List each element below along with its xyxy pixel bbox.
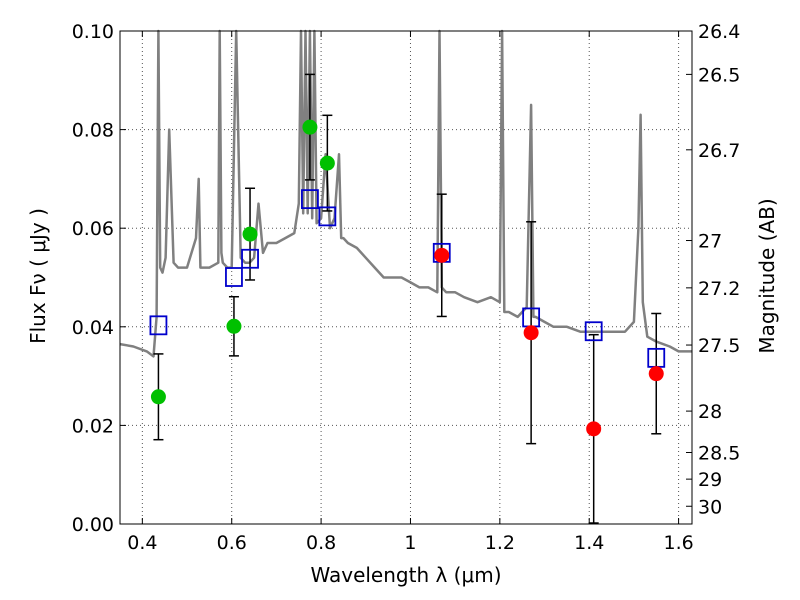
y-axis-label: Flux Fν ( μJy ) xyxy=(26,208,50,344)
green-data-point xyxy=(319,155,335,171)
green-data-point xyxy=(150,389,166,405)
model-square-marker xyxy=(241,248,259,269)
sed-curve-path xyxy=(119,29,692,358)
x-tick-label: 0.6 xyxy=(217,532,247,554)
y2-tick-label: 26.5 xyxy=(698,64,740,86)
y2-axis-label: Magnitude (AB) xyxy=(755,198,779,353)
y2-tick-label: 28 xyxy=(698,401,722,423)
x-tick-label: 0.4 xyxy=(127,532,157,554)
y-tick-label: 0.10 xyxy=(72,21,114,43)
y2-tick-label: 26.4 xyxy=(698,21,740,43)
red-data-point xyxy=(586,421,602,437)
model-square-marker xyxy=(225,267,243,287)
plot-frame xyxy=(119,30,693,525)
green-data-point xyxy=(242,226,258,242)
x-tick-label: 0.8 xyxy=(306,532,336,554)
y-tick-label: 0.06 xyxy=(72,218,114,240)
x-tick-label: 1.2 xyxy=(485,532,515,554)
x-axis-label: Wavelength λ (μm) xyxy=(310,563,501,587)
y2-tick-label: 30 xyxy=(698,496,722,518)
data-markers xyxy=(149,119,666,437)
x-tick-label: 1 xyxy=(404,532,416,554)
model-square-marker xyxy=(318,206,337,227)
red-data-point xyxy=(523,325,539,341)
sed-model-curve xyxy=(119,29,692,358)
y-tick-label: 0.02 xyxy=(72,415,114,437)
x-tick-label: 1.4 xyxy=(574,532,604,554)
y2-tick-label: 29 xyxy=(698,469,722,491)
y2-tick-label: 28.5 xyxy=(698,443,740,465)
green-data-point xyxy=(226,318,242,334)
red-data-point xyxy=(648,366,664,382)
green-data-point xyxy=(302,119,318,135)
model-square-marker xyxy=(149,315,168,336)
model-square-marker xyxy=(584,321,603,342)
y-tick-label: 0.04 xyxy=(72,317,114,339)
y2-tick-label: 27 xyxy=(698,231,722,253)
axis-ticks: 0.4 0.6 0.8 1 1.2 1.4 1.6 0.00 0.02 0.04 0.06 0.08 0… xyxy=(72,21,741,554)
red-data-point xyxy=(434,247,450,263)
y2-tick-label: 27.2 xyxy=(698,278,740,300)
y2-tick-label: 27.5 xyxy=(698,335,740,357)
y2-tick-label: 26.7 xyxy=(698,140,740,162)
x-tick-label: 1.6 xyxy=(663,532,693,554)
y-tick-label: 0.00 xyxy=(72,514,114,536)
y-tick-label: 0.08 xyxy=(72,120,114,142)
model-square-marker xyxy=(301,189,319,210)
